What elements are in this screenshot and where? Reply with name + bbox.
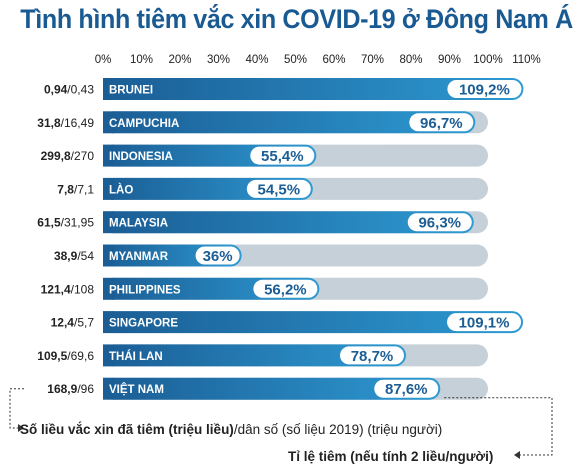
value-label-bg (447, 80, 522, 98)
bar-left-edge (103, 377, 114, 400)
bar-left-edge (103, 177, 114, 200)
bar (103, 377, 441, 400)
doses-population-label: 7,8/7,1 (57, 182, 94, 196)
category-label: MALAYSIA (109, 218, 168, 230)
category-label: VIỆT NAM (109, 383, 164, 396)
x-tick-label: 20% (168, 54, 191, 66)
bar (103, 111, 476, 134)
doses-value: 109,5 (37, 349, 67, 363)
population-value: /7,1 (74, 182, 94, 196)
doses-population-label: 121,4/108 (41, 282, 95, 296)
bar-left-edge (103, 111, 114, 134)
doses-population-label: 12,4/5,7 (51, 316, 95, 330)
population-value: /96 (77, 382, 94, 396)
legend-connector-doses (9, 388, 24, 429)
value-label-bg (250, 146, 315, 165)
bar-left-edge (103, 211, 114, 234)
x-tick-label: 80% (399, 54, 422, 66)
x-tick-label: 10% (130, 54, 153, 66)
category-label: INDONESIA (109, 151, 173, 163)
value-label: 78,7% (351, 348, 394, 365)
category-label: THÁI LAN (109, 350, 163, 363)
value-label-bg (339, 346, 404, 365)
doses-value: 0,94 (44, 83, 68, 97)
legend-rate: Tỉ lệ tiêm (nếu tính 2 liều/người) (288, 449, 494, 464)
x-tick-label: 100% (473, 54, 502, 66)
value-label-bg (195, 246, 240, 265)
value-label-bg (246, 179, 311, 198)
bar-left-edge (103, 144, 114, 167)
value-label-bg (374, 379, 439, 398)
x-tick-label: 110% (512, 54, 541, 66)
value-label: 56,2% (264, 281, 307, 298)
x-tick-label: 0% (95, 54, 112, 66)
category-label: PHILIPPINES (109, 284, 181, 296)
category-label: SINGAPORE (109, 318, 178, 330)
value-label-bg (407, 213, 472, 232)
population-value: /16,49 (61, 116, 95, 130)
doses-value: 121,4 (41, 282, 71, 296)
doses-value: 12,4 (51, 316, 75, 330)
doses-population-label: 109,5/69,6 (37, 349, 94, 363)
bar-left-edge (103, 277, 114, 300)
bar-left-edge (103, 344, 114, 367)
value-label: 54,5% (258, 181, 301, 198)
value-label-bg (447, 313, 522, 332)
population-value: /5,7 (74, 316, 94, 330)
doses-value: 168,9 (47, 382, 77, 396)
x-tick-label: 70% (361, 54, 384, 66)
value-label-bg (409, 113, 474, 132)
doses-value: 7,8 (57, 182, 74, 196)
bar (103, 78, 524, 100)
x-tick-label: 90% (438, 54, 461, 66)
value-label: 55,4% (261, 148, 304, 165)
population-value: /54 (77, 249, 94, 263)
value-label: 109,1% (459, 315, 510, 332)
legend-doses-bold: Số liều vắc xin đã tiêm (triệu liều) (20, 422, 234, 437)
x-tick-label: 40% (245, 54, 268, 66)
value-label: 96,3% (418, 215, 461, 232)
category-label: BRUNEI (109, 85, 153, 97)
doses-population-label: 61,5/31,95 (37, 216, 94, 230)
bar-left-edge (103, 78, 114, 100)
bar-left-edge (103, 311, 114, 334)
doses-population-label: 168,9/96 (47, 382, 94, 396)
doses-value: 61,5 (37, 216, 61, 230)
doses-value: 31,8 (37, 116, 61, 130)
x-tick-label: 30% (207, 54, 230, 66)
value-label: 87,6% (385, 381, 428, 398)
legend-arrow-rate (514, 451, 520, 459)
doses-value: 38,9 (54, 249, 78, 263)
bar (103, 211, 474, 234)
doses-population-label: 0,94/0,43 (44, 83, 94, 97)
value-label: 109,2% (459, 82, 510, 99)
bar (103, 344, 406, 367)
doses-population-label: 31,8/16,49 (37, 116, 94, 130)
value-label: 96,7% (420, 115, 463, 132)
x-tick-label: 50% (284, 54, 307, 66)
category-label: CAMPUCHIA (109, 118, 179, 130)
legend-arrow-doses (18, 424, 24, 432)
legend-connector-rate (444, 397, 553, 456)
category-label: LÀO (109, 183, 133, 196)
population-value: /108 (71, 282, 95, 296)
legend-doses: Số liều vắc xin đã tiêm (triệu liều)/dân… (20, 422, 442, 437)
bar (103, 311, 524, 334)
population-value: /0,43 (67, 83, 94, 97)
chart-title: Tình hình tiêm vắc xin COVID-19 ở Đông N… (20, 4, 573, 34)
value-label: 36% (203, 248, 233, 265)
x-tick-label: 60% (322, 54, 345, 66)
legend-doses-rest: /dân số (số liệu 2019) (triệu người) (233, 422, 443, 437)
value-label-bg (253, 279, 318, 298)
category-label: MYANMAR (109, 251, 169, 263)
population-value: /69,6 (67, 349, 94, 363)
bar-left-edge (103, 244, 114, 267)
population-value: /270 (71, 149, 95, 163)
doses-population-label: 38,9/54 (54, 249, 94, 263)
population-value: /31,95 (61, 216, 95, 230)
doses-population-label: 299,8/270 (41, 149, 95, 163)
doses-value: 299,8 (41, 149, 71, 163)
